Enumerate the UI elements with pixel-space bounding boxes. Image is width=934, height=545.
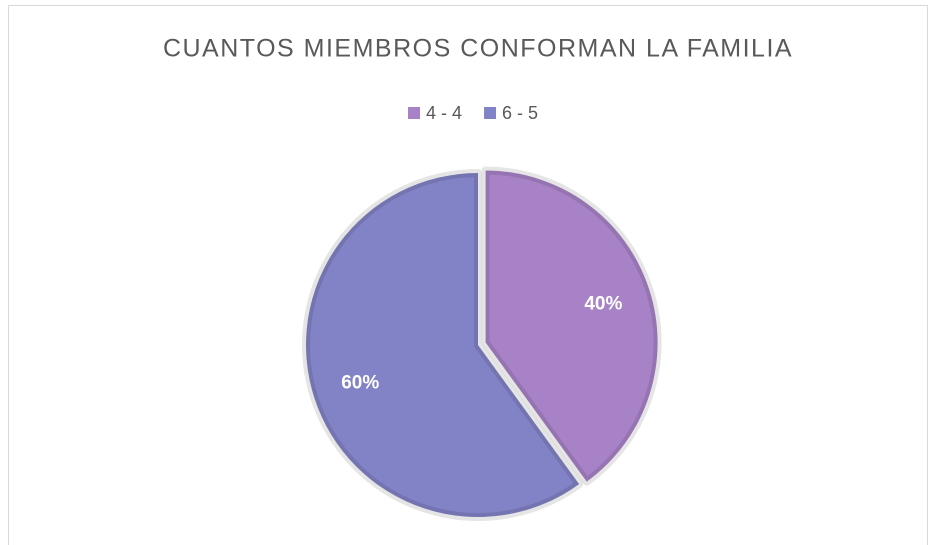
legend-swatch bbox=[408, 107, 420, 119]
pie-slice bbox=[481, 166, 662, 486]
data-label: 60% bbox=[341, 372, 379, 393]
legend-swatch bbox=[484, 107, 497, 119]
chart-title: CUANTOS MIEMBROS CONFORMAN LA FAMILIA bbox=[163, 35, 793, 63]
pie-slice bbox=[302, 169, 584, 521]
legend-label: 6 - 5 bbox=[502, 103, 538, 123]
data-label: 40% bbox=[584, 293, 622, 314]
legend-label: 4 - 4 bbox=[426, 103, 462, 123]
